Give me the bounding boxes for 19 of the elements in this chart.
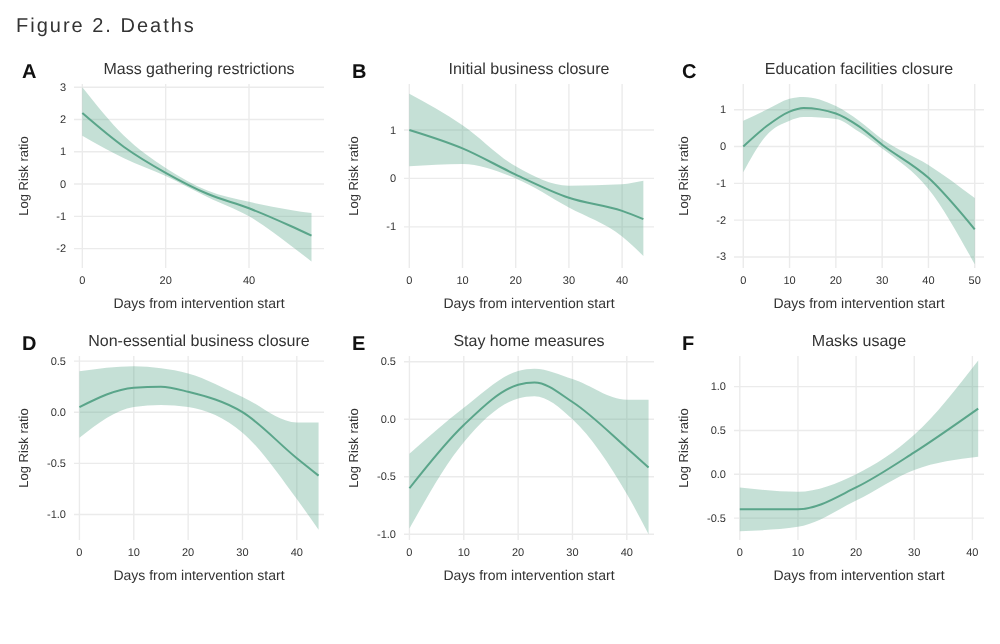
caption: Figure 2. Deaths (16, 16, 196, 38)
text: E (352, 334, 366, 356)
text: F (682, 334, 695, 356)
line-series (81, 112, 313, 237)
chart-title: Initial business closure (448, 60, 611, 78)
line-series (738, 407, 980, 511)
text: C (682, 62, 697, 84)
text: B (352, 62, 367, 84)
chart-title: Masks usage (811, 332, 908, 350)
line-series (408, 129, 645, 221)
text: D (22, 334, 37, 356)
line-series (742, 106, 976, 231)
chart-title: Education facilities closure (764, 60, 955, 78)
chart-title: Stay home measures (453, 332, 605, 350)
text: A (22, 62, 37, 84)
line-series (408, 381, 650, 490)
chart-title: Non-essential business closure (88, 332, 311, 350)
chart-title: Mass gathering restrictions (103, 60, 295, 78)
line-series (78, 385, 320, 477)
